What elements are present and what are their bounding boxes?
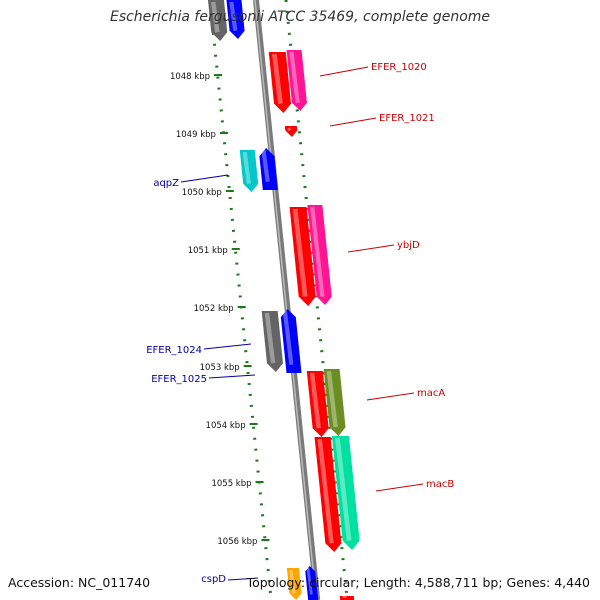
gene-ybjd-red-sheen xyxy=(292,208,308,297)
summary-text: Topology: circular; Length: 4,588,711 bp… xyxy=(246,575,590,590)
gene-maca-sheen xyxy=(309,372,321,429)
gene-aqpz-blue-sheen xyxy=(261,149,270,183)
gene-efer-1020-a-sheen xyxy=(271,53,283,104)
tick-label: 1051 kbp xyxy=(188,246,228,256)
gene-macb-red xyxy=(314,437,342,552)
gene-maca-olive xyxy=(323,369,346,436)
gene-efer-1020-b xyxy=(286,50,307,111)
tick-label: 1055 kbp xyxy=(211,479,251,489)
leader-line-ybjd xyxy=(347,244,395,253)
tick-label: 1054 kbp xyxy=(206,421,246,431)
gene-label-efer-1025[interactable]: EFER_1025 xyxy=(151,374,207,385)
map-title: Escherichia fergusonii ATCC 35469, compl… xyxy=(109,9,491,25)
gene-top-gray xyxy=(207,0,228,41)
leader-line-efer-1020 xyxy=(319,66,369,77)
gene-aqpz-cyan xyxy=(239,150,259,192)
gene-efer-1024-sheen xyxy=(264,312,276,364)
gene-label-aqpz[interactable]: aqpZ xyxy=(153,178,179,189)
accession-text: Accession: NC_011740 xyxy=(8,575,151,590)
tick-label: 1052 kbp xyxy=(194,304,234,314)
gene-labels: EFER_1020 EFER_1021 aqpZ ybjD EFER_1024 EFER_… xyxy=(146,62,454,585)
gene-cspd-orange xyxy=(286,568,302,600)
genome-backbone xyxy=(252,0,321,600)
leader-line-efer-1021 xyxy=(329,117,377,127)
gene-efer-1020-b-sheen xyxy=(289,51,300,104)
gene-efer-1021-sheen xyxy=(287,127,292,132)
gene-efer-1024 xyxy=(261,311,284,372)
tick-label: 1050 kbp xyxy=(182,188,222,198)
gene-ybjd-magenta xyxy=(307,205,332,305)
gene-cspd-blue-sheen xyxy=(306,567,313,595)
gene-bottom-red xyxy=(339,596,355,600)
tick-labels: 1048 kbp 1049 kbp 1050 kbp 1051 kbp 1052 kbp… xyxy=(170,72,270,547)
gene-aqpz-blue xyxy=(259,148,278,190)
leader-line-cspd xyxy=(227,577,259,581)
gene-aqpz-cyan-sheen xyxy=(242,151,252,185)
gene-maca xyxy=(306,371,329,437)
leader-line-aqpz xyxy=(180,174,229,183)
gene-label-efer-1020[interactable]: EFER_1020 xyxy=(371,62,427,73)
leader-line-efer-1024 xyxy=(203,343,252,350)
tick-label: 1056 kbp xyxy=(217,537,257,547)
gene-macb-mint-sheen xyxy=(335,437,352,541)
gene-label-efer-1021[interactable]: EFER_1021 xyxy=(379,113,435,124)
gene-macb-mint xyxy=(331,436,360,550)
gene-top-gray-sheen xyxy=(210,1,220,33)
gene-cspd-orange-sheen xyxy=(289,569,296,594)
gene-label-macb[interactable]: macB xyxy=(426,479,454,490)
gene-cspd-blue xyxy=(305,566,319,600)
gene-top-blue xyxy=(226,0,245,39)
leader-line-maca xyxy=(366,392,415,401)
gene-features xyxy=(207,0,360,600)
leader-line-efer-1025 xyxy=(208,374,256,379)
tick-label: 1048 kbp xyxy=(170,72,210,82)
gene-ybjd-red xyxy=(289,207,316,306)
gene-maca-olive-sheen xyxy=(326,370,338,428)
gene-efer-1025-sheen xyxy=(282,310,294,366)
tick-label: 1049 kbp xyxy=(176,130,216,140)
gene-efer-1025 xyxy=(280,309,302,373)
gene-ybjd-magenta-sheen xyxy=(310,206,325,297)
gene-efer-1020-a xyxy=(268,52,292,113)
gene-label-ybjd[interactable]: ybjD xyxy=(397,240,420,251)
tick-label: 1053 kbp xyxy=(200,363,240,373)
gene-efer-1021 xyxy=(284,126,298,137)
gene-label-maca[interactable]: macA xyxy=(417,388,445,399)
gene-top-blue-sheen xyxy=(229,1,238,32)
gene-label-efer-1024[interactable]: EFER_1024 xyxy=(146,345,202,356)
gene-macb-red-sheen xyxy=(317,438,334,544)
gene-label-cspd[interactable]: cspD xyxy=(201,574,226,585)
leader-line-macb xyxy=(375,483,424,492)
